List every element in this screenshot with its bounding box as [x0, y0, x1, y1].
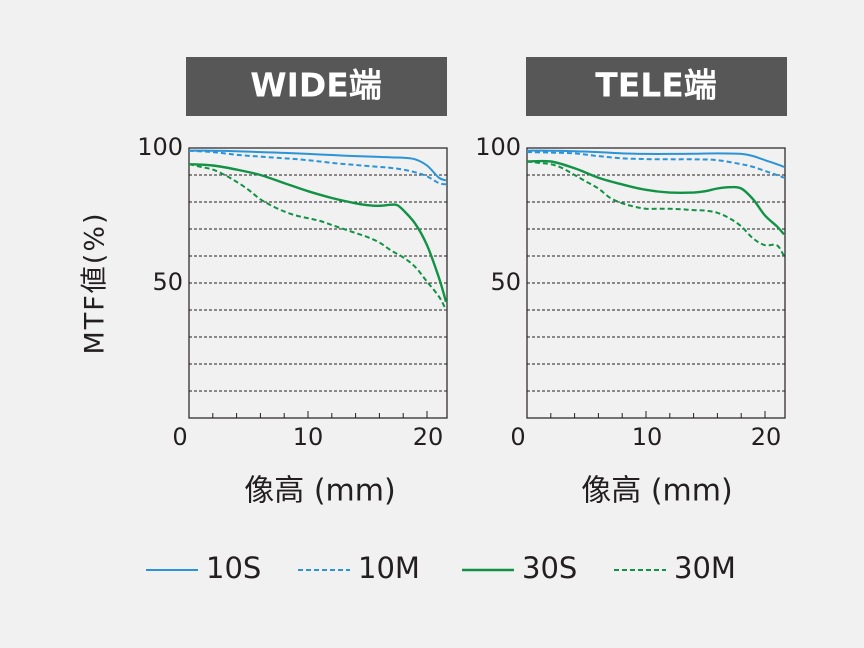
y-tick-label-50: 50: [152, 268, 183, 296]
chart-panel-wide: WIDE端 100 50 0 10 20 像高 (mm): [137, 57, 448, 509]
grid-lines: [527, 174, 785, 392]
series-10m-line: [526, 151, 785, 179]
x-axis-label: 像高 (mm): [244, 474, 395, 509]
plot-frame: [526, 147, 786, 419]
legend: 10S 10M 30S 30M: [146, 551, 736, 585]
x-tick-label-0: 0: [510, 423, 525, 451]
series-10s-line: [526, 149, 785, 168]
series-30s-line: [526, 159, 785, 236]
x-tick-label-20: 20: [751, 423, 782, 451]
y-tick-label-50: 50: [490, 268, 521, 296]
legend-label-10m: 10M: [358, 551, 420, 585]
y-tick-label-100: 100: [137, 133, 183, 161]
chart-title: TELE端: [595, 66, 717, 105]
panel-header: [526, 57, 787, 116]
series-10s-line: [188, 149, 447, 182]
legend-label-30s: 30S: [522, 551, 577, 585]
x-axis-label: 像高 (mm): [581, 474, 732, 509]
x-tick-label-10: 10: [632, 423, 663, 451]
x-minor-ticks: [550, 411, 766, 418]
x-minor-ticks: [212, 411, 428, 418]
legend-label-10s: 10S: [206, 551, 261, 585]
panel-header: [186, 57, 447, 116]
series-30m-line: [526, 160, 785, 257]
plot-frame: [188, 147, 448, 419]
series-30s-line: [188, 163, 448, 303]
x-tick-label-0: 0: [172, 423, 187, 451]
x-tick-label-20: 20: [413, 423, 444, 451]
legend-label-30m: 30M: [674, 551, 736, 585]
y-axis-label: MTF値(%): [80, 211, 111, 354]
x-tick-label-10: 10: [293, 423, 324, 451]
chart-panel-tele: TELE端 100 50 0 10 20 像高 (mm): [475, 57, 787, 509]
series-10m-line: [188, 149, 447, 186]
grid-lines: [189, 174, 447, 392]
series-30m-line: [188, 163, 447, 311]
y-tick-label-100: 100: [475, 133, 521, 161]
chart-title: WIDE端: [250, 66, 382, 105]
